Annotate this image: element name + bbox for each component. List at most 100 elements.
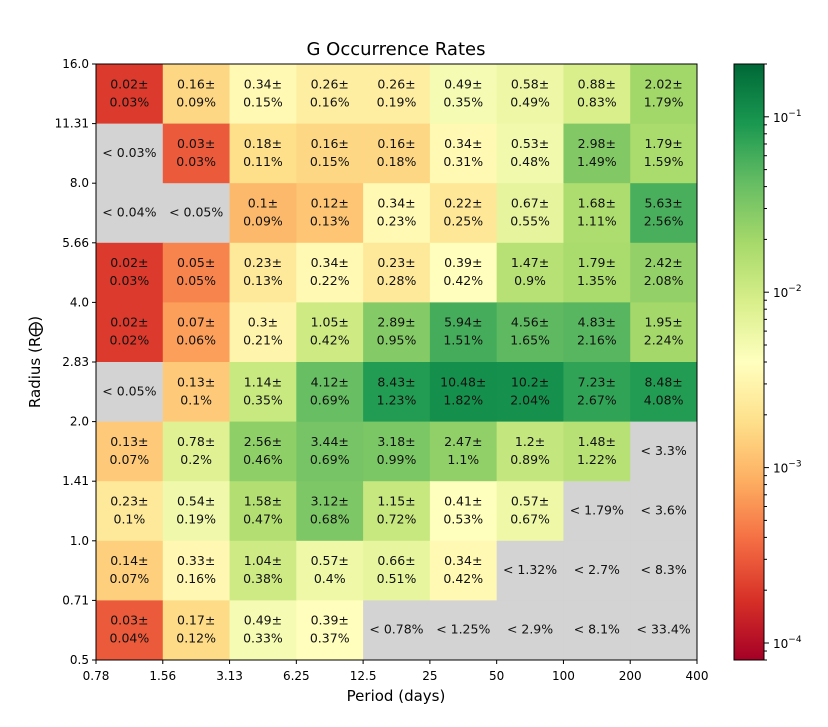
- cell-error-label: 0.25%: [443, 214, 483, 229]
- cell-error-label: 1.79%: [644, 94, 684, 109]
- cell-upper-limit-label: < 1.32%: [503, 562, 557, 577]
- cell-value-label: 0.34±: [444, 136, 482, 151]
- cell-value-label: 8.48±: [644, 374, 682, 389]
- y-tick-label: 5.66: [62, 236, 89, 250]
- x-tick-label: 400: [686, 669, 709, 683]
- x-axis-ticks: 0.78 1.56 3.13 6.25 12.5 25 50 100 200 400: [83, 660, 709, 683]
- cell-value-label: 1.2±: [515, 434, 545, 449]
- heatmap-cell: [162, 302, 231, 363]
- heatmap-cell: [162, 600, 231, 661]
- cell-value-label: 0.12±: [311, 196, 349, 211]
- cell-value-label: 0.54±: [177, 494, 215, 509]
- cell-error-label: 0.68%: [310, 512, 350, 527]
- x-tick-label: 6.25: [283, 669, 310, 683]
- cell-value-label: 0.57±: [511, 494, 549, 509]
- cell-error-label: 0.13%: [310, 214, 350, 229]
- heatmap-cell: [229, 183, 297, 244]
- heatmap-cell: [563, 123, 631, 184]
- cell-upper-limit-label: < 33.4%: [637, 622, 691, 637]
- cell-value-label: 0.39±: [311, 613, 349, 628]
- heatmap-cell: [96, 123, 164, 184]
- cell-value-label: 0.03±: [110, 613, 148, 628]
- heatmap-cell: [363, 421, 431, 482]
- heatmap-cell: [630, 481, 698, 542]
- cell-upper-limit-label: < 0.78%: [369, 622, 423, 637]
- heatmap-cell: [296, 481, 364, 542]
- colorbar-tick-label: 10−1: [773, 109, 802, 125]
- cell-value-label: 1.47±: [511, 255, 549, 270]
- heatmap-cell: [162, 540, 231, 601]
- cell-error-label: 1.59%: [644, 154, 684, 169]
- heatmap-cell: [630, 183, 698, 244]
- heatmap-cell: [162, 123, 231, 184]
- cell-error-label: 0.51%: [377, 571, 417, 586]
- heatmap-cell: [296, 600, 364, 661]
- y-tick-label: 1.41: [62, 474, 89, 488]
- heatmap-cell: [229, 302, 297, 363]
- cell-value-label: 0.34±: [377, 196, 415, 211]
- cell-value-label: 0.78±: [177, 434, 215, 449]
- cell-value-label: 0.39±: [444, 255, 482, 270]
- cell-error-label: 0.03%: [110, 94, 150, 109]
- x-tick-label: 12.5: [350, 669, 377, 683]
- heatmap-cell: [429, 64, 498, 125]
- cell-value-label: 0.26±: [311, 76, 349, 91]
- heatmap-cell: [162, 362, 231, 423]
- cell-error-label: 0.06%: [176, 333, 216, 348]
- cell-error-label: 0.42%: [310, 333, 350, 348]
- cell-error-label: 0.48%: [510, 154, 550, 169]
- heatmap-cell: [96, 540, 164, 601]
- cell-value-label: 0.58±: [511, 76, 549, 91]
- cell-value-label: 2.56±: [244, 434, 282, 449]
- heatmap-cell: [496, 302, 564, 363]
- heatmap-cell: [296, 362, 364, 423]
- cell-error-label: 0.49%: [510, 94, 550, 109]
- heatmap-cell: [296, 242, 364, 303]
- y-tick-label: 0.5: [70, 653, 89, 667]
- cell-error-label: 0.15%: [243, 94, 283, 109]
- heatmap-cell: [496, 540, 564, 601]
- heatmap-cell: [96, 242, 164, 303]
- heatmap-cell: [563, 183, 631, 244]
- heatmap-cell: [563, 421, 631, 482]
- cell-error-label: 0.22%: [310, 273, 350, 288]
- cell-value-label: 0.13±: [177, 374, 215, 389]
- heatmap-cell: [162, 421, 231, 482]
- cell-error-label: 1.11%: [577, 214, 617, 229]
- cell-error-label: 0.09%: [243, 214, 283, 229]
- cell-error-label: 1.65%: [510, 333, 550, 348]
- cell-value-label: 8.43±: [377, 374, 415, 389]
- heatmap-cell: [563, 242, 631, 303]
- heatmap-cell: [363, 64, 431, 125]
- cell-value-label: 0.02±: [110, 255, 148, 270]
- cell-error-label: 0.89%: [510, 452, 550, 467]
- x-axis-label: Period (days): [347, 687, 446, 705]
- cell-value-label: 7.23±: [578, 374, 616, 389]
- cell-value-label: 4.12±: [311, 374, 349, 389]
- cell-value-label: 0.14±: [110, 553, 148, 568]
- cell-value-label: 3.44±: [311, 434, 349, 449]
- cell-error-label: 0.47%: [243, 512, 283, 527]
- heatmap-cell: [630, 302, 698, 363]
- cell-error-label: 1.35%: [577, 273, 617, 288]
- heatmap-cell: [229, 540, 297, 601]
- heatmap-cell: [429, 600, 498, 661]
- cell-value-label: 0.49±: [444, 76, 482, 91]
- y-tick-label: 11.31: [55, 117, 89, 131]
- cell-value-label: 5.63±: [644, 196, 682, 211]
- cell-upper-limit-label: < 0.05%: [169, 205, 223, 220]
- heatmap-cell: [363, 362, 431, 423]
- cell-upper-limit-label: < 0.05%: [102, 383, 156, 398]
- cell-upper-limit-label: < 3.3%: [641, 443, 687, 458]
- cell-value-label: 1.68±: [578, 196, 616, 211]
- cell-error-label: 1.1%: [447, 452, 479, 467]
- x-tick-label: 100: [552, 669, 575, 683]
- cell-value-label: 0.03±: [177, 136, 215, 151]
- cell-error-label: 0.12%: [176, 631, 216, 646]
- cell-value-label: 2.42±: [644, 255, 682, 270]
- cell-error-label: 0.95%: [377, 333, 417, 348]
- heatmap-cell: [229, 123, 297, 184]
- y-tick-label: 0.71: [62, 593, 89, 607]
- cell-error-label: 0.55%: [510, 214, 550, 229]
